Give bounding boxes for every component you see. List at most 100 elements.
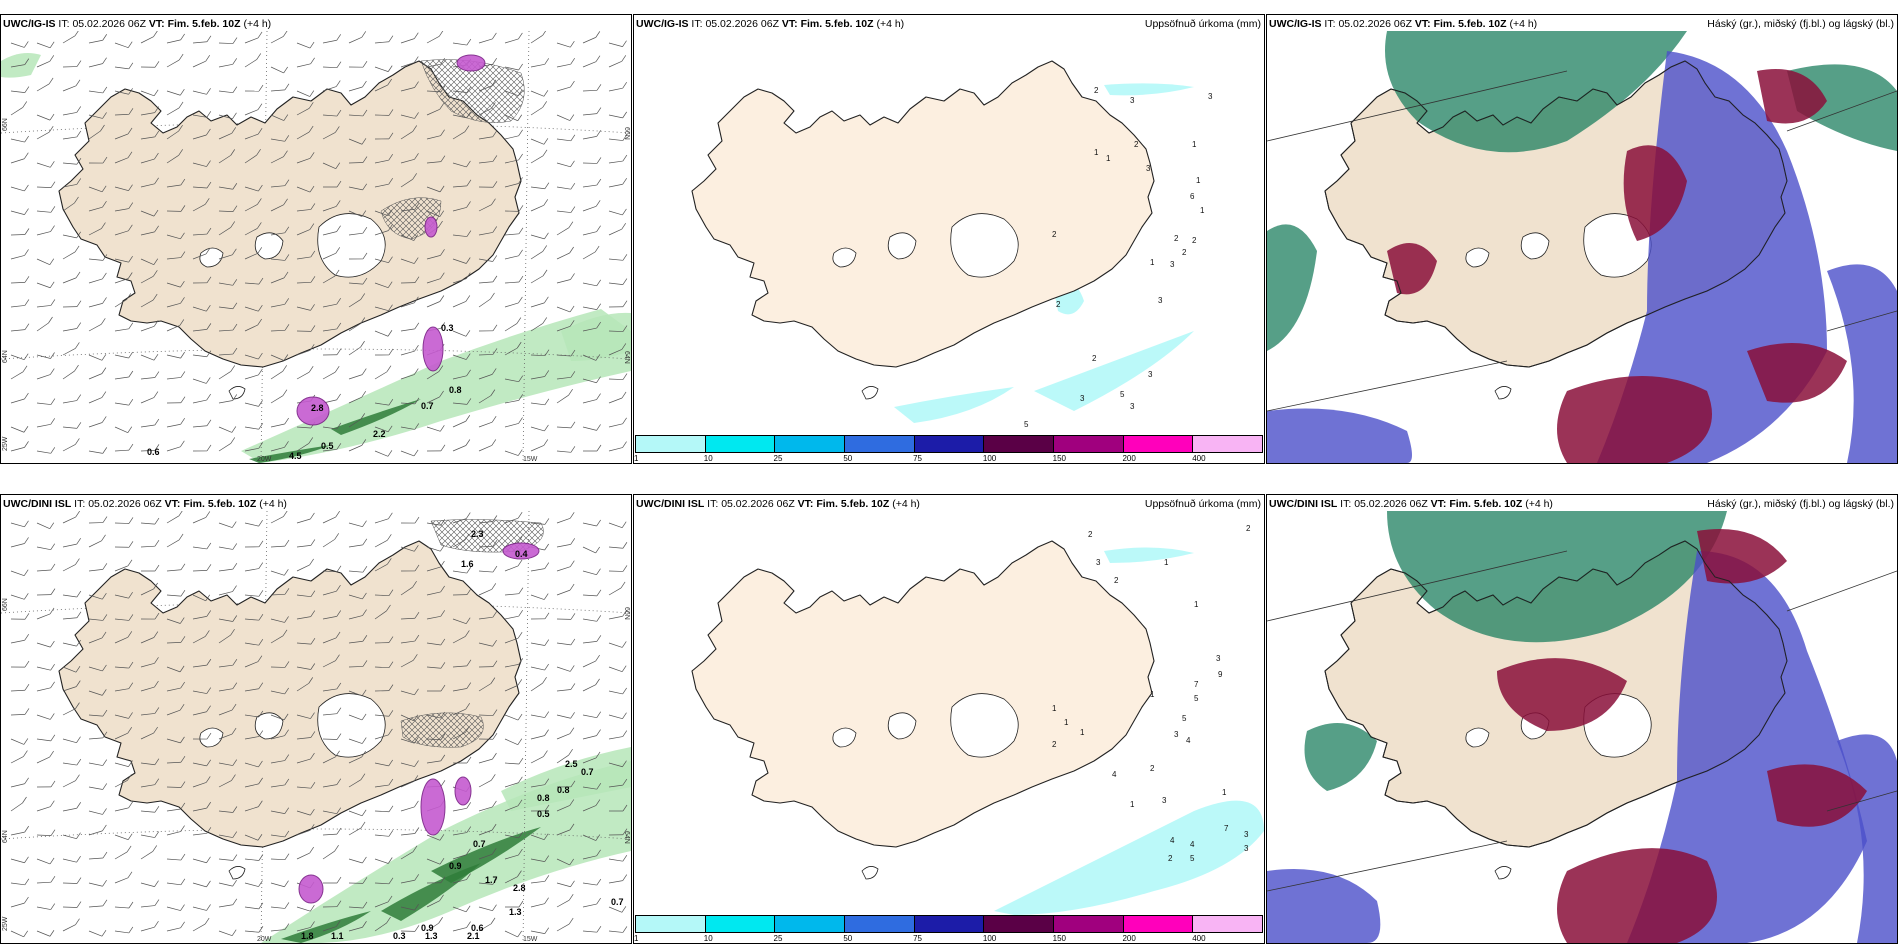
wind-precip-layer: 66N 64N 25W 20W 15W 66N 64N 0.6 0.5 2.2 0.7 0.8 2.8 4… — [1, 31, 631, 463]
accum-value-label: 4 — [1170, 836, 1175, 845]
high-cloud — [1267, 224, 1317, 351]
precip-band-light — [561, 312, 631, 361]
accum-value-label: 2 — [1056, 300, 1061, 309]
accum-value-label: 4 — [1190, 840, 1195, 849]
accum-value-label: 3 — [1146, 164, 1151, 173]
high-cloud — [1387, 511, 1727, 643]
precip-value-label: 0.6 — [471, 923, 484, 933]
accum-value-label: 2 — [1092, 354, 1097, 363]
mid-cloud — [1557, 376, 1712, 463]
precip-value-label: 2.1 — [467, 931, 480, 941]
accum-value-label: 1 — [1200, 206, 1205, 215]
accum-value-label: 2 — [1168, 854, 1173, 863]
precip-cell — [424, 216, 438, 238]
legend-label: 10 — [703, 934, 713, 943]
accum-value-label: 4 — [1186, 736, 1191, 745]
accum-value-label: 3 — [1170, 260, 1175, 269]
legend-label: 100 — [982, 454, 997, 463]
cloud-layer — [1267, 511, 1897, 943]
panel-title: UWC/IG-IS IT: 05.02.2026 06Z VT: Fim. 5.… — [3, 18, 272, 30]
axis-label: 64N — [2, 350, 9, 363]
accum-value-label: 3 — [1130, 402, 1135, 411]
precip-cell — [422, 326, 444, 372]
mid-cloud — [1387, 243, 1437, 295]
legend-label: 1 — [634, 454, 639, 463]
legend-swatch — [984, 436, 1055, 452]
precip-value-label: 1.6 — [461, 559, 474, 569]
precip-band-heavy — [331, 399, 421, 435]
precip-value-label: 0.7 — [421, 401, 434, 411]
panel-accum-precip-top: UWC/IG-IS IT: 05.02.2026 06Z VT: Fim. 5.… — [633, 14, 1265, 464]
accum-value-label: 1 — [1194, 600, 1199, 609]
precip-cell — [296, 396, 330, 426]
panel-title: UWC/DINI ISL IT: 05.02.2026 06Z VT: Fim.… — [636, 498, 920, 510]
axis-label: 64N — [2, 830, 9, 843]
mid-cloud — [1557, 848, 1717, 943]
precip-value-label: 0.9 — [449, 861, 462, 871]
precip-value-label: 0.8 — [537, 793, 550, 803]
panel-subtitle: Uppsöfnuð úrkoma (mm) — [1144, 498, 1261, 510]
axis-label: 66N — [623, 607, 630, 620]
mid-cloud — [1767, 764, 1867, 827]
accum-value-label: 1 — [1094, 148, 1099, 157]
axis-label: 66N — [2, 118, 9, 131]
axis-label: 64N — [623, 351, 630, 364]
accum-value-label: 2 — [1150, 764, 1155, 773]
accum-precip-area — [1104, 83, 1194, 96]
accum-value-label: 2 — [1134, 140, 1139, 149]
legend-swatch — [914, 916, 985, 932]
accum-value-label: 1 — [1164, 558, 1169, 567]
precip-value-label: 0.7 — [611, 897, 624, 907]
accum-value-label: 5 — [1182, 714, 1187, 723]
accum-precip-area — [1034, 331, 1194, 411]
accum-value-label: 3 — [1096, 558, 1101, 567]
accum-value-label: 1 — [1130, 800, 1135, 809]
panel-accum-precip-bottom: UWC/DINI ISL IT: 05.02.2026 06Z VT: Fim.… — [633, 494, 1265, 944]
panel-title: UWC/DINI ISL IT: 05.02.2026 06Z VT: Fim.… — [1269, 498, 1553, 510]
legend-swatch — [636, 436, 706, 452]
accum-value-label: 2 — [1182, 248, 1187, 257]
accum-value-label: 1 — [1106, 154, 1111, 163]
accum-value-label: 5 — [1194, 694, 1199, 703]
legend-labels: 1 10 25 50 75 100 150 200 400 — [634, 934, 1263, 943]
legend-label: 75 — [913, 934, 923, 943]
accum-value-label: 3 — [1148, 370, 1153, 379]
panel-clouds-bottom: UWC/DINI ISL IT: 05.02.2026 06Z VT: Fim.… — [1266, 494, 1898, 944]
legend-label: 50 — [843, 934, 853, 943]
precip-cell — [456, 54, 486, 72]
legend-label: 400 — [1192, 454, 1206, 463]
legend-swatch — [914, 436, 985, 452]
legend-swatch — [705, 436, 776, 452]
precip-value-label: 0.8 — [557, 785, 570, 795]
precip-cell — [502, 542, 540, 560]
legend-swatch — [1123, 916, 1194, 932]
accum-value-label: 1 — [1080, 728, 1085, 737]
accum-value-label: 3 — [1216, 654, 1221, 663]
axis-label: 15W — [523, 936, 538, 943]
legend-label: 10 — [703, 454, 713, 463]
legend-bar — [635, 915, 1263, 933]
axis-label: 64N — [623, 831, 630, 844]
accum-value-label: 2 — [1174, 234, 1179, 243]
precip-value-label: 4.5 — [289, 451, 302, 461]
accum-value-label: 3 — [1244, 844, 1249, 853]
precip-value-label: 0.3 — [393, 931, 406, 941]
legend-labels: 1 10 25 50 75 100 150 200 400 — [634, 454, 1263, 463]
precip-legend: 1 10 25 50 75 100 150 200 400 — [634, 915, 1264, 943]
precip-value-label: 1.3 — [509, 907, 522, 917]
precip-value-label: 2.2 — [373, 429, 386, 439]
accum-value-label: 2 — [1052, 740, 1057, 749]
panel-title: UWC/DINI ISL IT: 05.02.2026 06Z VT: Fim.… — [3, 498, 287, 510]
precip-value-label: 0.9 — [421, 923, 434, 933]
axis-label: 20W — [257, 456, 272, 463]
precip-value-label: 0.4 — [515, 549, 528, 559]
legend-swatch — [984, 916, 1055, 932]
legend-swatch — [705, 916, 776, 932]
precip-value-label: 1.8 — [301, 931, 314, 941]
panel-subtitle: Háský (gr.), miðský (fj.bl.) og lágský (… — [1707, 18, 1894, 30]
legend-label: 50 — [843, 454, 853, 463]
accum-value-label: 9 — [1218, 670, 1223, 679]
